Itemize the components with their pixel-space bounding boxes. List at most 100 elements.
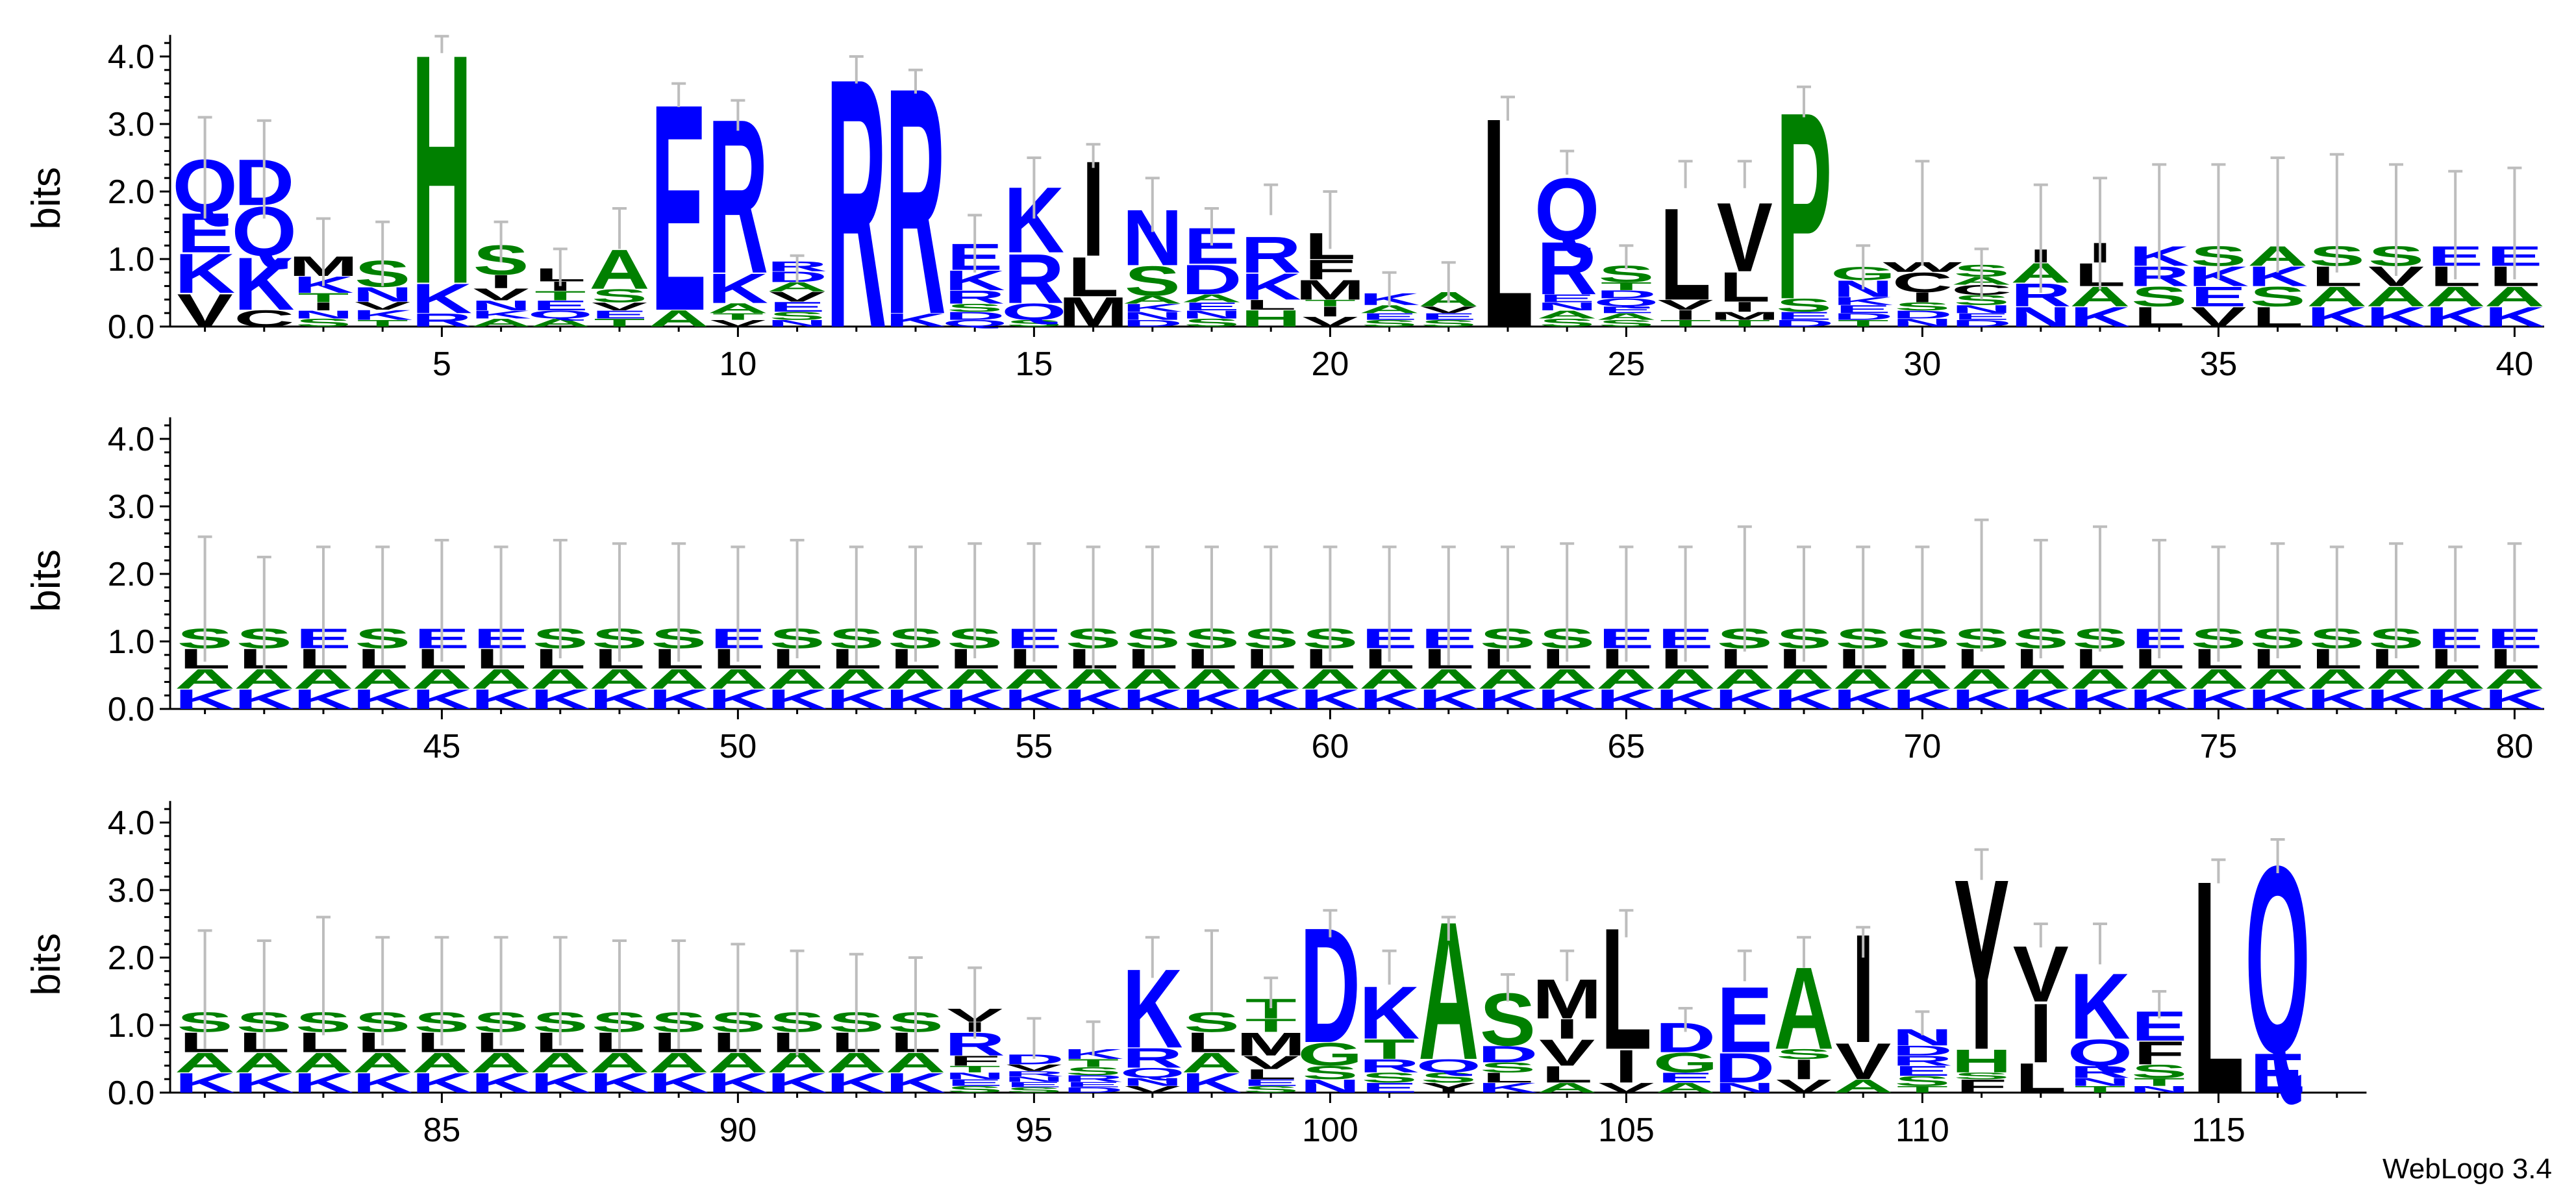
logo-letter-E: E (1243, 1078, 1299, 1088)
logo-letter-K: K (530, 1067, 590, 1098)
logo-letter-A: A (293, 1047, 353, 1078)
logo-letter-A: A (1477, 663, 1538, 695)
y-tick-label: 1.0 (108, 241, 155, 279)
logo-letter-F: F (949, 1053, 1001, 1069)
logo-letter-V: V (1776, 1076, 1832, 1097)
logo-letter-R: R (1892, 1053, 1953, 1069)
logo-letter-A: A (945, 663, 1005, 695)
logo-letter-K: K (1063, 684, 1123, 715)
logo-letter-K: K (708, 1067, 768, 1098)
logo-letter-M: M (1236, 1026, 1306, 1063)
x-tick-label: 80 (2495, 728, 2533, 765)
logo-letter-V: V (355, 299, 410, 312)
logo-letter-E: E (1835, 303, 1891, 316)
logo-letter-K: K (234, 684, 294, 715)
logo-letter-R: R (1359, 1056, 1419, 1076)
logo-letter-N: N (1951, 303, 2012, 316)
logo-letter-T: T (357, 318, 408, 328)
logo-letter-A: A (1063, 663, 1123, 695)
logo-letter-K: K (412, 684, 472, 715)
logo-letter-I: I (490, 271, 513, 291)
logo-letter-R: R (1537, 226, 1597, 310)
logo-letter-V: V (177, 284, 233, 337)
logo-letter-L: L (1660, 180, 1711, 327)
logo-letter-S: S (1362, 318, 1418, 328)
logo-letter-A: A (1892, 663, 1953, 695)
logo-letter-A: A (1655, 663, 1716, 695)
logo-letter-E: E (1184, 300, 1240, 312)
logo-letter-K: K (708, 264, 768, 312)
logo-letter-K: K (708, 684, 768, 715)
x-tick-label: 75 (2199, 728, 2237, 765)
logo-letter-G: G (1297, 1036, 1362, 1073)
logo-letter-K: K (1596, 684, 1657, 715)
logo-letter-K: K (2484, 684, 2545, 715)
logo-letter-D: D (1181, 256, 1242, 303)
logo-letter-A: A (2366, 663, 2426, 695)
y-tick-label: 4.0 (108, 804, 155, 842)
logo-letter-A: A (1181, 663, 1242, 695)
logo-letter-E: E (1421, 312, 1477, 322)
logo-letter-A: A (767, 280, 827, 295)
logo-letter-T: T (712, 312, 764, 322)
logo-letter-V: V (473, 285, 529, 304)
logo-letter-A: A (1122, 663, 1182, 695)
logo-letter-A: A (1596, 312, 1657, 322)
logo-letter-K: K (1359, 684, 1419, 715)
y-tick-label: 4.0 (108, 38, 155, 76)
logo-letter-T: T (1660, 318, 1711, 328)
y-tick-label: 0.0 (108, 691, 155, 728)
logo-letter-D: D (1833, 312, 1894, 322)
x-tick-label: 55 (1015, 728, 1053, 765)
logo-letter-E: E (1598, 304, 1654, 315)
y-tick-label: 4.0 (108, 421, 155, 458)
logo-letter-K: K (175, 242, 235, 305)
logo-letter-S: S (1184, 316, 1240, 328)
logo-letter-K: K (2247, 684, 2308, 715)
logo-letter-K: K (2366, 684, 2426, 715)
x-tick-label: 65 (1607, 728, 1645, 765)
logo-letter-K: K (649, 684, 709, 715)
logo-letter-E: E (1954, 312, 2010, 322)
logo-letter-M: M (1710, 310, 1780, 322)
logo-letter-T: T (1245, 1015, 1297, 1035)
logo-letter-S: S (592, 285, 647, 306)
logo-letter-C: C (1892, 267, 1953, 298)
y-tick-label: 1.0 (108, 623, 155, 661)
logo-letter-A: A (1833, 663, 1894, 695)
logo-letter-S: S (1598, 318, 1654, 328)
x-tick-label: 115 (2192, 1111, 2245, 1149)
logo-letter-K: K (2484, 301, 2545, 332)
logo-letter-L: L (1542, 1061, 1593, 1087)
logo-letter-K: K (530, 684, 590, 715)
logo-letter-T: T (1601, 280, 1652, 292)
logo-letter-K: K (1833, 295, 1894, 307)
logo-letter-A: A (2484, 663, 2545, 695)
logo-letter-M: M (1295, 275, 1366, 306)
y-tick-label: 2.0 (108, 556, 155, 593)
logo-letter-I: I (1792, 1054, 1816, 1085)
x-tick-label: 90 (719, 1111, 757, 1149)
logo-letter-K: K (2425, 684, 2486, 715)
logo-letter-K: K (1714, 684, 1775, 715)
logo-letter-S: S (1302, 1062, 1358, 1083)
y-tick-label: 3.0 (108, 488, 155, 526)
logo-letter-V: V (1125, 1084, 1181, 1095)
logo-letter-K: K (1477, 1080, 1538, 1095)
logo-letter-A: A (2425, 663, 2486, 695)
logo-letter-K: K (885, 684, 945, 715)
logo-letter-A: A (412, 1047, 472, 1078)
logo-letter-A: A (1122, 293, 1182, 306)
logo-letter-R: R (2070, 1063, 2130, 1082)
logo-letter-A: A (826, 663, 886, 695)
logo-letter-N: N (1122, 1076, 1182, 1088)
logo-letter-A: A (2307, 281, 2367, 312)
logo-letter-A: A (1418, 882, 1479, 1101)
weblogo-version-label: WebLogo 3.4 (2382, 1153, 2552, 1185)
logo-letter-K: K (1537, 684, 1597, 715)
logo-letter-N: N (471, 297, 531, 313)
logo-letter-K: K (1181, 684, 1242, 715)
logo-letter-K: K (589, 1067, 649, 1098)
